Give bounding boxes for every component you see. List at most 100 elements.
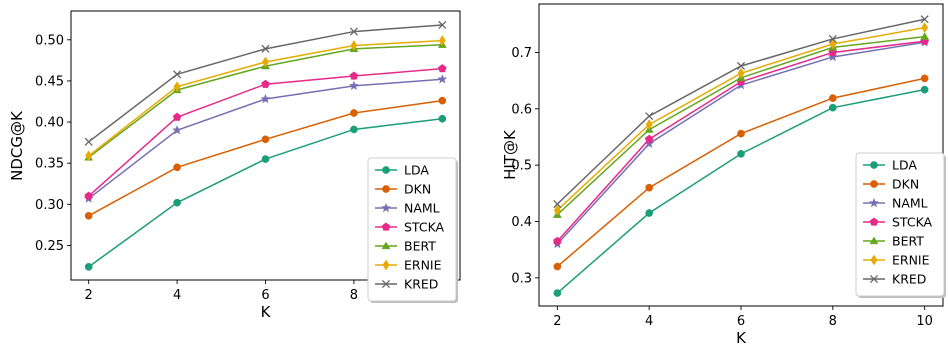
point-kred-1-2 bbox=[84, 137, 93, 146]
x-tick-label-1-8: 8 bbox=[350, 288, 358, 303]
point-stcka-1-10 bbox=[438, 64, 447, 73]
point-stcka-2-4 bbox=[644, 134, 654, 143]
legend-1: LDA DKN NAML STCKA BERT ERNIE KRED bbox=[367, 157, 458, 303]
legend-marker-naml-2 bbox=[868, 197, 880, 208]
y-axis-label-2: HIT@K bbox=[501, 129, 519, 180]
point-naml-1-8 bbox=[348, 80, 359, 91]
point-kred-1-8 bbox=[349, 27, 358, 36]
point-stcka-1-6 bbox=[261, 79, 270, 88]
point-ernie-1-10 bbox=[438, 35, 446, 47]
legend-label-naml-1: NAML bbox=[404, 201, 440, 216]
legend-marker-bert-1 bbox=[381, 241, 391, 250]
point-ernie-2-4 bbox=[645, 119, 653, 131]
legend-marker-ernie-1 bbox=[382, 259, 390, 271]
point-kred-1-8-stroke-b bbox=[349, 27, 358, 36]
point-lda-2-10 bbox=[920, 85, 929, 94]
legend-marker-stcka-1 bbox=[381, 222, 391, 231]
legend-marker-lda-1 bbox=[382, 166, 390, 174]
x-tick-label-1-2: 2 bbox=[85, 288, 93, 303]
point-ernie-2-6 bbox=[737, 67, 745, 79]
legend-label-ernie-2: ERNIE bbox=[892, 253, 930, 268]
point-kred-1-4 bbox=[173, 70, 182, 79]
point-kred-1-10-stroke-b bbox=[438, 20, 447, 30]
legend-label-dkn-1: DKN bbox=[404, 182, 431, 197]
legend-marker-stcka-2 bbox=[869, 217, 879, 226]
point-dkn-2-4 bbox=[645, 183, 654, 192]
legend-label-lda-1: LDA bbox=[404, 163, 429, 178]
point-lda-1-4 bbox=[173, 198, 181, 207]
x-tick-label-1-4: 4 bbox=[173, 288, 181, 303]
y-tick-label-2-3: 0.6 bbox=[511, 102, 532, 117]
y-tick-label-1-2: 0.35 bbox=[35, 157, 64, 172]
point-kred-2-6-stroke-b bbox=[736, 61, 746, 71]
point-stcka-1-4 bbox=[172, 112, 182, 121]
point-naml-1-6 bbox=[260, 93, 271, 104]
point-kred-2-10 bbox=[920, 15, 929, 24]
legend-label-kred-2: KRED bbox=[892, 272, 926, 287]
point-lda-1-8 bbox=[350, 125, 358, 134]
legend-marker-bert-2 bbox=[869, 236, 879, 245]
point-bert-2-10 bbox=[920, 32, 930, 40]
y-tick-label-1-4: 0.45 bbox=[35, 74, 64, 89]
point-ernie-1-4 bbox=[173, 81, 181, 93]
point-kred-2-8 bbox=[828, 34, 837, 43]
legend-marker-kred-1 bbox=[381, 279, 391, 289]
point-lda-2-8 bbox=[828, 103, 837, 112]
point-lda-2-4 bbox=[645, 209, 654, 217]
point-kred-2-4-stroke-b bbox=[645, 112, 654, 121]
point-kred-1-10 bbox=[438, 20, 447, 30]
point-dkn-1-10 bbox=[438, 96, 447, 105]
legend-label-stcka-1: STCKA bbox=[404, 220, 445, 235]
point-lda-1-2 bbox=[84, 262, 93, 271]
point-naml-2-8 bbox=[827, 51, 838, 62]
point-ernie-2-10 bbox=[921, 22, 929, 34]
point-stcka-1-8 bbox=[349, 71, 359, 80]
x-tick-label-2-8: 8 bbox=[829, 314, 837, 329]
chart-panel-2: 2 4 6 8 10 0.3 0.4 0.5 0.6 0.7 K HIT@K LDA DKN NAML STC… bbox=[501, 3, 946, 347]
point-dkn-2-8 bbox=[828, 94, 837, 102]
legend-marker-dkn-1 bbox=[382, 185, 390, 193]
legend-label-stcka-2: STCKA bbox=[892, 215, 933, 230]
point-kred-1-6-stroke-b bbox=[261, 44, 270, 53]
legend-2: LDA DKN NAML STCKA BERT ERNIE KRED bbox=[855, 152, 946, 298]
point-lda-2-2 bbox=[553, 289, 562, 297]
point-lda-1-6 bbox=[261, 155, 270, 163]
x-tick-label-2-6: 6 bbox=[737, 314, 745, 329]
point-lda-2-6 bbox=[737, 150, 745, 158]
point-kred-2-6 bbox=[736, 61, 746, 71]
point-kred-1-2-stroke-b bbox=[84, 137, 93, 146]
x-axis-label-2: K bbox=[736, 329, 747, 347]
legend-label-bert-1: BERT bbox=[404, 239, 436, 254]
point-dkn-1-2 bbox=[84, 211, 93, 220]
point-kred-2-10-stroke-b bbox=[920, 15, 929, 24]
y-tick-label-2-1: 0.4 bbox=[511, 215, 532, 230]
point-naml-1-4 bbox=[172, 124, 183, 135]
legend-marker-kred-2-stroke-b bbox=[869, 274, 879, 284]
point-kred-2-8-stroke-b bbox=[828, 34, 837, 43]
point-kred-2-2-stroke-b bbox=[553, 199, 562, 209]
legend-label-ernie-1: ERNIE bbox=[404, 258, 442, 273]
point-stcka-1-2 bbox=[84, 191, 93, 200]
legend-marker-lda-2 bbox=[870, 161, 878, 169]
legend-label-dkn-2: DKN bbox=[892, 177, 919, 192]
legend-label-kred-1: KRED bbox=[404, 277, 438, 292]
x-tick-label-2-10: 10 bbox=[916, 314, 933, 329]
x-tick-label-1-6: 6 bbox=[261, 288, 269, 303]
point-dkn-2-6 bbox=[737, 129, 745, 138]
point-ernie-1-2 bbox=[85, 150, 93, 162]
legend-marker-kred-2 bbox=[869, 274, 879, 284]
point-kred-1-4-stroke-b bbox=[173, 70, 182, 79]
legend-marker-ernie-2 bbox=[870, 254, 878, 266]
legend-label-naml-2: NAML bbox=[892, 196, 928, 211]
y-tick-label-1-5: 0.50 bbox=[35, 33, 64, 48]
point-kred-1-6 bbox=[261, 44, 270, 53]
legend-label-lda-2: LDA bbox=[892, 158, 917, 173]
y-tick-label-1-1: 0.30 bbox=[35, 198, 64, 213]
point-ernie-1-8 bbox=[350, 40, 358, 52]
y-tick-label-2-4: 0.7 bbox=[511, 46, 532, 61]
y-axis-label-1: NDCG@K bbox=[8, 110, 26, 181]
point-lda-1-10 bbox=[438, 114, 447, 123]
legend-marker-kred-1-stroke-b bbox=[381, 279, 391, 289]
y-tick-label-1-0: 0.25 bbox=[35, 239, 64, 254]
